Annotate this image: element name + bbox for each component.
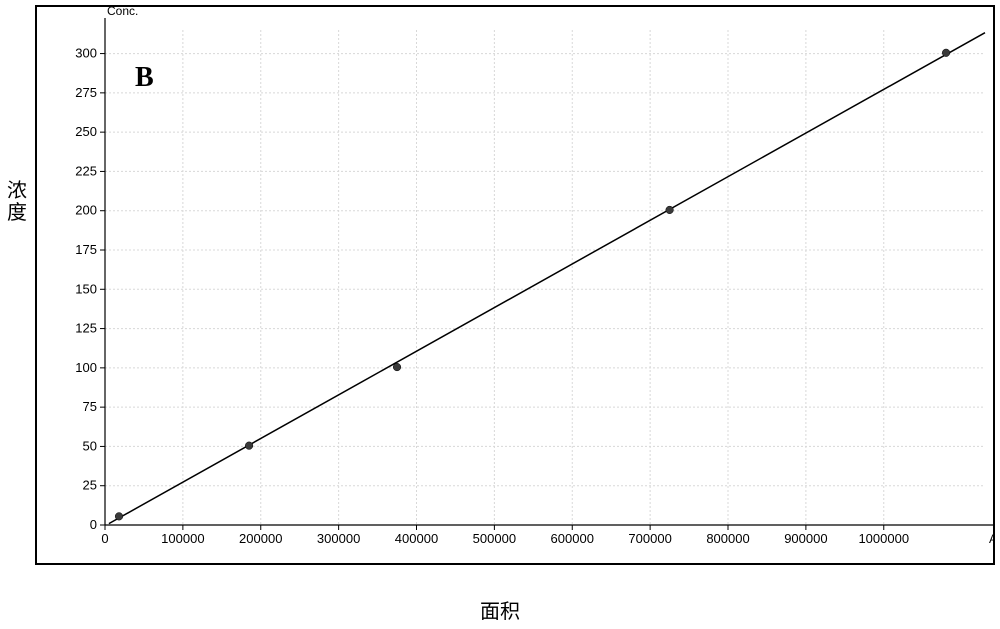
svg-text:25: 25 [83, 478, 97, 493]
svg-text:225: 225 [75, 163, 97, 178]
data-point [245, 442, 253, 450]
y-axis-title-cn: 浓 度 [5, 180, 29, 224]
svg-text:100: 100 [75, 360, 97, 375]
svg-text:0: 0 [90, 517, 97, 532]
svg-text:200: 200 [75, 203, 97, 218]
svg-text:300000: 300000 [317, 531, 360, 546]
svg-text:275: 275 [75, 85, 97, 100]
data-point [942, 49, 950, 57]
calibration-chart: 0 100000 200000 300000 400000 500000 600000 700… [35, 5, 995, 565]
svg-text:Area: Area [989, 532, 995, 546]
svg-text:600000: 600000 [551, 531, 594, 546]
svg-text:125: 125 [75, 321, 97, 336]
data-point [393, 363, 401, 371]
svg-text:75: 75 [83, 399, 97, 414]
x-axis-title-cn: 面积 [0, 595, 1000, 624]
svg-text:900000: 900000 [784, 531, 827, 546]
svg-text:250: 250 [75, 124, 97, 139]
svg-text:300: 300 [75, 46, 97, 61]
svg-text:50: 50 [83, 438, 97, 453]
svg-text:150: 150 [75, 281, 97, 296]
svg-text:1000000: 1000000 [858, 531, 909, 546]
svg-text:500000: 500000 [473, 531, 516, 546]
data-point [115, 513, 123, 521]
svg-text:175: 175 [75, 242, 97, 257]
svg-text:0: 0 [101, 531, 108, 546]
svg-text:400000: 400000 [395, 531, 438, 546]
svg-text:200000: 200000 [239, 531, 282, 546]
svg-text:700000: 700000 [628, 531, 671, 546]
svg-text:Conc.: Conc. [107, 5, 138, 18]
data-point [666, 206, 674, 214]
svg-text:100000: 100000 [161, 531, 204, 546]
svg-text:800000: 800000 [706, 531, 749, 546]
